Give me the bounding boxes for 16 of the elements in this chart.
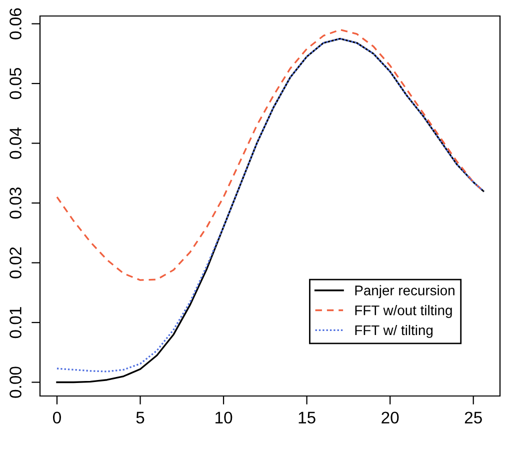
y-tick-label: 0.01 xyxy=(10,307,22,338)
x-tick-label: 10 xyxy=(216,412,232,424)
x-tick-label: 15 xyxy=(298,412,316,424)
y-tick-label: 0.05 xyxy=(10,68,22,100)
y-tick-label: 0.02 xyxy=(10,247,22,278)
y-tick-label: 0.03 xyxy=(10,188,22,219)
legend-label: Panjer recursion xyxy=(355,285,454,298)
x-tick-label: 0 xyxy=(53,412,61,424)
legend-label: FFT w/ tilting xyxy=(355,324,433,338)
y-tick-label: 0.00 xyxy=(10,366,22,398)
y-tick-label: 0.06 xyxy=(10,8,22,40)
x-tick-label: 5 xyxy=(136,412,144,424)
y-tick-label: 0.04 xyxy=(10,128,22,159)
x-tick-label: 20 xyxy=(382,412,399,424)
legend-label: FFT w/out tilting xyxy=(355,305,452,318)
x-tick-label: 25 xyxy=(464,412,482,424)
